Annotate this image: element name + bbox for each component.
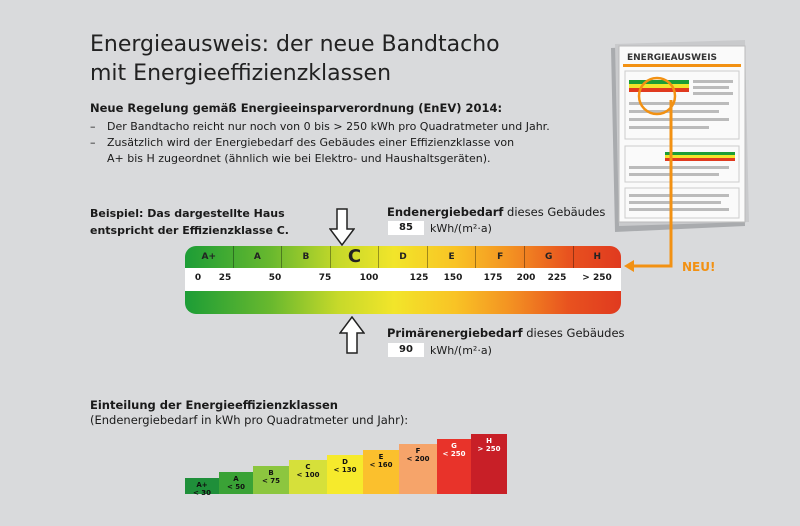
example-text: Beispiel: Das dargestellte Haus entspric… bbox=[90, 205, 289, 239]
class-bar-limit: > 250 bbox=[477, 445, 501, 453]
primaerenergie-label: Primärenergiebedarf dieses Gebäudes bbox=[387, 326, 625, 340]
class-bar-g: G < 250 bbox=[437, 439, 471, 494]
title-line-1: Energieausweis: der neue Bandtacho bbox=[90, 32, 500, 57]
class-h: H bbox=[593, 252, 602, 262]
primaerenergie-label-bold: Primärenergiebedarf bbox=[387, 326, 523, 340]
class-c-selected: C bbox=[331, 246, 380, 268]
endenergie-label-bold: Endenergiebedarf bbox=[387, 205, 504, 219]
class-bar-label: G bbox=[451, 442, 457, 450]
class-bar-e: E < 160 bbox=[363, 450, 399, 494]
scale-row: 0 25 50 75 100 125 150 175 200 225 > 250 bbox=[185, 268, 621, 291]
class-bar-limit: < 100 bbox=[296, 471, 320, 479]
class-bar-aplus: A+ < 30 bbox=[185, 478, 219, 497]
scale-tick: 50 bbox=[268, 273, 282, 283]
class-bar-b: B < 75 bbox=[253, 466, 289, 494]
arrow-down-icon bbox=[329, 208, 355, 246]
bullet-1: – Der Bandtacho reicht nur noch von 0 bi… bbox=[90, 119, 550, 135]
class-bar-d: D < 130 bbox=[327, 455, 363, 494]
scale-tick: 75 bbox=[318, 273, 332, 283]
neu-label: NEU! bbox=[682, 260, 716, 274]
scale-tick: 125 bbox=[409, 273, 429, 283]
class-bar-limit: < 250 bbox=[442, 450, 466, 458]
class-bar-limit: < 130 bbox=[333, 466, 357, 474]
bullet-1-text: Der Bandtacho reicht nur noch von 0 bis … bbox=[107, 120, 550, 133]
endenergie-label-rest: dieses Gebäudes bbox=[503, 205, 606, 219]
class-bar-limit: < 200 bbox=[406, 455, 430, 463]
bullet-2-text-line-1: Zusätzlich wird der Energiebedarf des Ge… bbox=[107, 136, 515, 149]
scale-tick: 150 bbox=[443, 273, 463, 283]
title-line-2: mit Energieeffizienzklassen bbox=[90, 61, 392, 86]
class-g: G bbox=[525, 246, 574, 268]
class-f: F bbox=[476, 246, 525, 268]
regulation-heading: Neue Regelung gemäß Energieeinsparverord… bbox=[90, 101, 503, 115]
classification-text: Einteilung der Energieeffizienzklassen (… bbox=[90, 398, 408, 428]
neu-connector-arrow-icon bbox=[624, 100, 673, 272]
endenergie-label: Endenergiebedarf dieses Gebäudes bbox=[387, 205, 605, 219]
example-line-1: Beispiel: Das dargestellte Haus bbox=[90, 207, 285, 220]
bullet-2: – Zusätzlich wird der Energiebedarf des … bbox=[90, 135, 550, 151]
class-e: E bbox=[428, 246, 477, 268]
scale-tick: 0 bbox=[194, 273, 202, 283]
class-bar-label: B bbox=[268, 469, 274, 477]
class-b: B bbox=[282, 246, 331, 268]
class-bar-label: E bbox=[378, 453, 384, 461]
page-title: Energieausweis: der neue Bandtacho mit E… bbox=[90, 30, 500, 88]
regulation-bullets: – Der Bandtacho reicht nur noch von 0 bi… bbox=[90, 119, 550, 167]
bullet-dash: – bbox=[90, 136, 96, 149]
scale-tick: 200 bbox=[516, 273, 536, 283]
primaerenergie-value: 90 bbox=[388, 343, 424, 357]
class-bar-c: C < 100 bbox=[289, 460, 327, 494]
class-bar-limit: < 160 bbox=[369, 461, 393, 469]
class-bar-h: H > 250 bbox=[471, 434, 507, 494]
class-d: D bbox=[379, 246, 428, 268]
endenergie-value: 85 bbox=[388, 221, 424, 235]
class-bar-limit: < 50 bbox=[226, 483, 246, 491]
class-bar-label: D bbox=[342, 458, 348, 466]
class-bar-label: F bbox=[415, 447, 421, 455]
endenergie-unit: kWh/(m²·a) bbox=[430, 222, 492, 235]
example-line-2: entspricht der Effizienzklasse C. bbox=[90, 224, 289, 237]
arrow-up-icon bbox=[339, 316, 365, 354]
class-a: A bbox=[234, 246, 283, 268]
class-bar-f: F < 200 bbox=[399, 444, 437, 494]
class-bar-limit: < 75 bbox=[261, 477, 281, 485]
bullet-dash: – bbox=[90, 120, 96, 133]
scale-tick: 175 bbox=[483, 273, 503, 283]
class-bar-limit: < 30 bbox=[192, 489, 212, 497]
class-aplus: A+ bbox=[185, 246, 234, 268]
scale-tick: 100 bbox=[359, 273, 379, 283]
scale-tick: > 250 bbox=[582, 273, 612, 283]
class-bar-label: A bbox=[233, 475, 239, 483]
scale-tick: 225 bbox=[547, 273, 567, 283]
class-bar-label: C bbox=[305, 463, 311, 471]
energy-scale-band: A+ A B C D E F G H 0 25 50 75 100 125 15… bbox=[185, 246, 621, 314]
efficiency-class-row: A+ A B C D E F G H bbox=[185, 246, 621, 268]
class-bar-a: A < 50 bbox=[219, 472, 253, 494]
bullet-2-text-line-2: A+ bis H zugeordnet (ähnlich wie bei Ele… bbox=[107, 152, 491, 165]
primaerenergie-unit: kWh/(m²·a) bbox=[430, 344, 492, 357]
classification-heading: Einteilung der Energieeffizienzklassen bbox=[90, 398, 338, 412]
class-bar-label: H bbox=[486, 437, 492, 445]
primaerenergie-label-rest: dieses Gebäudes bbox=[522, 326, 625, 340]
classification-subheading: (Endenergiebedarf in kWh pro Quadratmete… bbox=[90, 413, 409, 427]
document-title: ENERGIEAUSWEIS bbox=[627, 53, 717, 63]
class-bar-label: A+ bbox=[196, 481, 208, 489]
energieausweis-document-icon: ENERGIEAUSWEIS bbox=[611, 40, 749, 240]
scale-tick: 25 bbox=[218, 273, 232, 283]
